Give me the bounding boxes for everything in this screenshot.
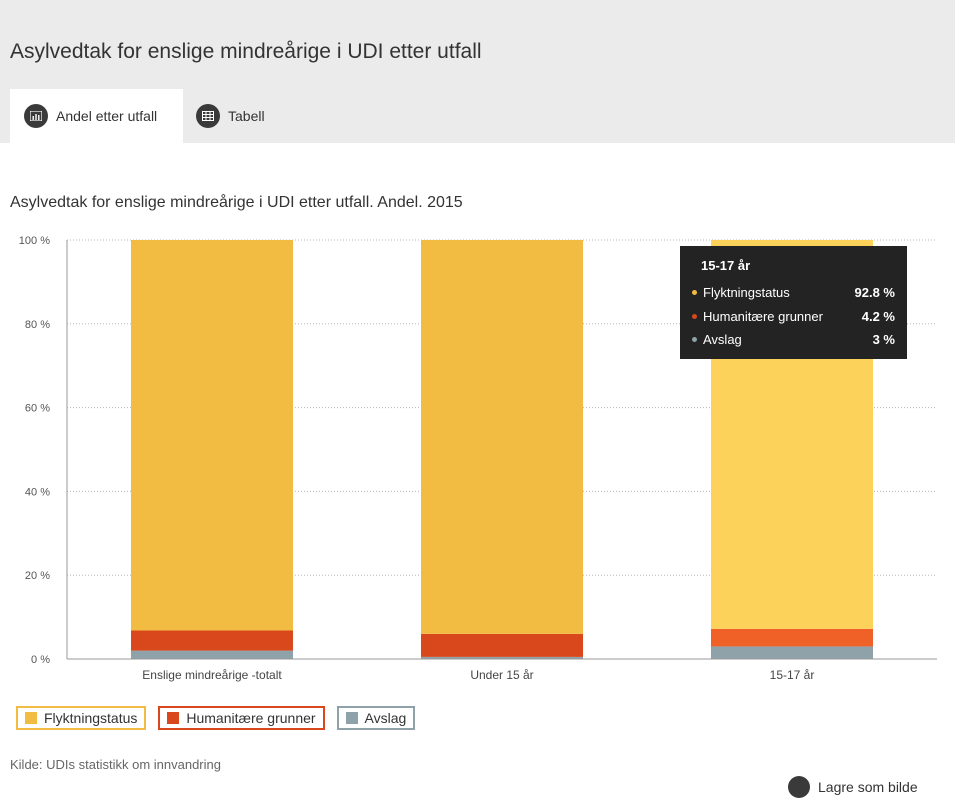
legend-label: Flyktningstatus <box>44 710 138 726</box>
tooltip-value: 4.2 % <box>861 308 895 324</box>
legend-label: Avslag <box>364 710 407 726</box>
tooltip-title: 15-17 år <box>701 258 751 273</box>
y-tick-label: 0 % <box>31 654 50 666</box>
bar-segment <box>131 630 293 651</box>
bar-segment <box>421 240 583 634</box>
y-tick-label: 80 % <box>25 319 50 331</box>
save-label: Lagre som bilde <box>818 779 918 795</box>
table-icon <box>196 104 220 128</box>
tooltip-row: Flyktningstatus 92.8 % <box>692 281 895 305</box>
tab-share-by-outcome[interactable]: Andel etter utfall <box>10 89 183 143</box>
page-title: Asylvedtak for enslige mindreårige i UDI… <box>10 40 482 63</box>
y-tick-label: 20 % <box>25 570 50 582</box>
tab-table[interactable]: Tabell <box>196 89 265 143</box>
tooltip-dot <box>692 337 697 343</box>
y-tick-label: 100 % <box>19 235 50 247</box>
bar-segment <box>131 650 293 659</box>
tooltip: 15-17 år Flyktningstatus 92.8 % Humanitæ… <box>680 246 907 359</box>
y-tick-label: 60 % <box>25 403 50 415</box>
bar-segment <box>711 646 873 659</box>
header: Asylvedtak for enslige mindreårige i UDI… <box>0 0 955 143</box>
source-note: Kilde: UDIs statistikk om innvandring <box>10 757 221 772</box>
save-as-image-button[interactable]: Lagre som bilde <box>788 776 918 798</box>
tooltip-value: 3 % <box>872 332 895 348</box>
tooltip-label: Flyktningstatus <box>703 285 790 301</box>
legend-label: Humanitære grunner <box>186 710 316 726</box>
x-tick-label: Under 15 år <box>470 668 533 682</box>
bar-segment <box>711 628 873 647</box>
save-icon <box>788 776 810 798</box>
tooltip-value: 92.8 % <box>854 285 895 301</box>
legend-item-avslag[interactable]: Avslag <box>336 706 416 730</box>
bar-segment <box>421 656 583 659</box>
tooltip-label: Avslag <box>703 332 742 348</box>
bar-chart-icon <box>24 104 48 128</box>
x-tick-label: Enslige mindreårige -totalt <box>142 668 282 682</box>
legend-item-humanitaere-grunner[interactable]: Humanitære grunner <box>158 706 325 730</box>
legend: Flyktningstatus Humanitære grunner Avsla… <box>16 706 416 730</box>
tab-label: Andel etter utfall <box>56 108 158 124</box>
tooltip-row: Humanitære grunner 4.2 % <box>692 305 895 329</box>
legend-swatch <box>345 712 358 724</box>
bar-segment <box>131 240 293 631</box>
tooltip-label: Humanitære grunner <box>703 308 823 324</box>
tab-label: Tabell <box>228 108 265 124</box>
bar-segment <box>421 633 583 657</box>
chart-title: Asylvedtak for enslige mindreårige i UDI… <box>10 194 463 211</box>
y-tick-label: 40 % <box>25 486 50 498</box>
tooltip-dot <box>692 313 697 319</box>
stacked-bar-chart: 0 % 20 % 40 % 60 % 80 % 100 % Enslige mindreår… <box>19 235 937 682</box>
legend-swatch <box>25 712 37 724</box>
tooltip-dot <box>692 290 697 296</box>
tooltip-row: Avslag 3 % <box>692 328 895 352</box>
legend-item-flyktningstatus[interactable]: Flyktningstatus <box>16 706 147 730</box>
legend-swatch <box>167 712 180 724</box>
x-tick-label: 15-17 år <box>770 668 815 682</box>
